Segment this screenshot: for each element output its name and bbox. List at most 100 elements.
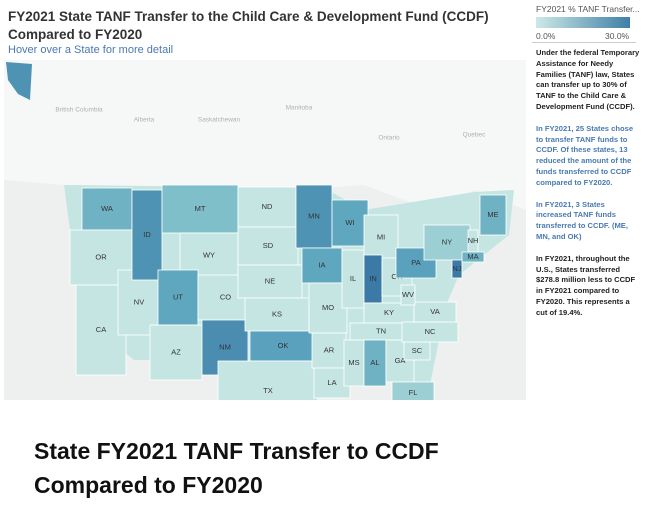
state[interactable]: WV [400, 284, 416, 306]
title: FY2021 State TANF Transfer to the Child … [8, 9, 489, 42]
state[interactable]: MS [343, 339, 365, 387]
state-shape [400, 284, 416, 306]
state-label: OR [95, 252, 107, 261]
region-label: British Columbia [55, 107, 103, 114]
state[interactable]: MO [308, 282, 348, 334]
state-label: ID [143, 230, 151, 239]
state-label: OK [278, 341, 289, 350]
state[interactable]: VA [413, 301, 457, 323]
state-label: NY [442, 237, 452, 246]
state-shape [363, 214, 399, 261]
state-shape [461, 251, 485, 263]
state-label: CA [96, 325, 106, 334]
map[interactable]: WA OR CA NV ID MT WY UT AZ CO NM ND SD NE KS OK TX MN IA MO… [4, 60, 526, 400]
state[interactable]: MN [295, 184, 333, 249]
state[interactable]: MT [161, 184, 239, 234]
state-shape [479, 194, 507, 236]
caption-line: State FY2021 TANF Transfer to CCDF [34, 438, 439, 464]
alaska [6, 62, 32, 100]
state[interactable]: UT [157, 269, 199, 326]
paragraph: In FY2021, 25 States chose to transfer T… [536, 123, 634, 187]
state-label: AL [370, 358, 379, 367]
state-shape [451, 259, 463, 279]
state[interactable]: FL [391, 381, 435, 400]
state-label: IN [369, 274, 377, 283]
state-label: ME [487, 210, 498, 219]
state[interactable]: NC [401, 321, 459, 343]
state[interactable]: ID [131, 189, 163, 281]
legend-title: FY2021 % TANF Transfer... [536, 4, 640, 14]
state[interactable]: NE [237, 264, 303, 299]
state-label: VA [430, 307, 439, 316]
state[interactable]: KY [363, 302, 415, 324]
state-label: TN [376, 326, 386, 335]
state[interactable]: NJ [451, 259, 463, 279]
state[interactable]: ME [479, 194, 507, 236]
state-label: NJ [452, 264, 461, 273]
state-label: SD [263, 241, 274, 250]
state[interactable]: AL [363, 339, 387, 387]
state[interactable]: WA [81, 187, 133, 231]
state-label: WI [345, 218, 354, 227]
state-label: WY [203, 250, 215, 259]
state-label: FL [409, 388, 418, 397]
state-label: NH [468, 236, 479, 245]
state[interactable]: WI [331, 199, 369, 247]
divider [532, 42, 636, 43]
state-label: IL [350, 274, 356, 283]
state-shape [117, 269, 161, 336]
state[interactable]: KS [244, 297, 310, 332]
canada [4, 60, 526, 210]
state-label: KS [272, 309, 282, 318]
state[interactable]: AZ [149, 324, 203, 381]
state-label: KY [384, 308, 394, 317]
sidebar: Under the federal Temporary Assistance f… [536, 48, 640, 330]
state[interactable]: ND [237, 186, 297, 228]
state[interactable]: MI [363, 214, 399, 261]
state-label: NM [219, 342, 231, 351]
state[interactable]: SC [403, 341, 431, 361]
paragraph: In FY2021, throughout the U.S., States t… [536, 253, 636, 317]
state-label: MI [377, 232, 385, 241]
paragraph: Under the federal Temporary Assistance f… [536, 48, 640, 111]
state[interactable]: IN [363, 254, 383, 304]
state[interactable]: OK [249, 330, 317, 362]
state-label: MN [308, 211, 320, 220]
state-label: TX [263, 386, 273, 395]
state-label: NC [425, 327, 436, 336]
paragraph: In FY2021, 3 States increased TANF funds… [536, 199, 628, 241]
state-shape [157, 269, 199, 326]
state[interactable]: NH [468, 229, 479, 253]
state-label: WA [101, 204, 113, 213]
caption-line: Compared to FY2020 [34, 472, 263, 498]
state-label: NV [134, 297, 144, 306]
state-label: GA [395, 356, 406, 365]
state-shape [308, 282, 348, 334]
state[interactable]: IA [301, 247, 343, 284]
state-label: IA [318, 260, 325, 269]
state[interactable]: AR [311, 332, 347, 369]
state-label: CO [220, 292, 231, 301]
state-label: UT [173, 292, 183, 301]
state[interactable]: IL [341, 249, 365, 309]
state-shape [311, 332, 347, 369]
caption: State FY2021 TANF Transfer to CCDF Compa… [34, 434, 439, 502]
state[interactable]: SD [237, 226, 299, 266]
legend-gradient [536, 17, 630, 28]
state-label: NE [265, 276, 275, 285]
state-label: WV [402, 290, 414, 299]
region-label: Quebec [463, 132, 487, 139]
state[interactable]: TX [217, 360, 319, 400]
region-label: Ontario [378, 135, 400, 142]
state-label: ND [262, 202, 273, 211]
state[interactable]: MA [461, 251, 485, 263]
state-label: MA [467, 252, 478, 261]
state-label: PA [411, 258, 420, 267]
state-shape [249, 330, 317, 362]
state-shape [413, 301, 457, 323]
region-label: Saskatchewan [198, 117, 241, 124]
state-shape [237, 226, 299, 266]
state-shape [131, 189, 163, 281]
state[interactable]: NV [117, 269, 161, 336]
